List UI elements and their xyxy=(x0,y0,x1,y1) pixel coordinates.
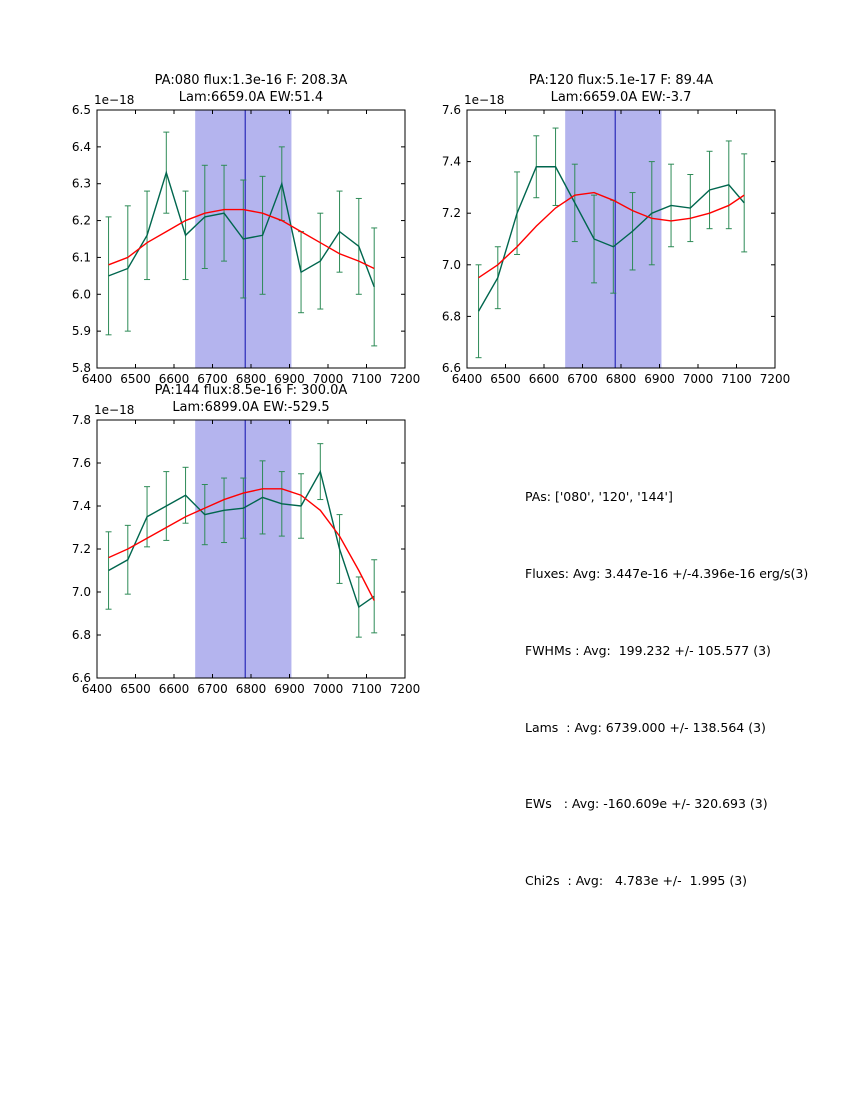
svg-text:6400: 6400 xyxy=(82,682,113,696)
svg-text:6700: 6700 xyxy=(197,372,228,386)
svg-text:6800: 6800 xyxy=(236,682,267,696)
svg-text:6800: 6800 xyxy=(606,372,637,386)
chart-title-line2: Lam:6659.0A EW:-3.7 xyxy=(550,90,692,105)
svg-text:6700: 6700 xyxy=(197,682,228,696)
y-axis-offset-label: 1e−18 xyxy=(464,93,505,107)
spectrum-line xyxy=(477,166,745,312)
axes-svg: 6400 6500 6600 6700 6800 6900 7000 7100 7200 6.6 6… xyxy=(442,103,790,386)
axis-ticks xyxy=(466,109,776,369)
svg-text:7.6: 7.6 xyxy=(72,456,91,470)
fit-line xyxy=(108,488,375,601)
summary-chi2s: Chi2s : Avg: 4.783e +/- 1.995 (3) xyxy=(525,873,748,889)
chart-title-line1: PA:120 flux:5.1e-17 F: 89.4A xyxy=(528,73,714,88)
svg-text:6600: 6600 xyxy=(159,372,190,386)
plot-pa080: 6400 6500 6600 6700 6800 6900 7000 7100 7200 5.8 5… xyxy=(57,103,429,396)
chart-pa120: PA:120 flux:5.1e-17 F: 89.4A Lam:6659.0A… xyxy=(427,70,799,400)
svg-text:7.8: 7.8 xyxy=(72,413,91,427)
y-axis-offset-label: 1e−18 xyxy=(94,403,135,417)
axes-svg: 6400 6500 6600 6700 6800 6900 7000 7100 7200 6.6 6… xyxy=(72,413,420,696)
svg-text:6.6: 6.6 xyxy=(72,671,91,685)
chart-title-line1: PA:080 flux:1.3e-16 F: 208.3A xyxy=(154,73,348,88)
axes-svg: 6400 6500 6600 6700 6800 6900 7000 7100 7200 5.8 5… xyxy=(72,103,420,386)
svg-text:6900: 6900 xyxy=(274,372,305,386)
svg-text:7100: 7100 xyxy=(351,372,382,386)
axis-tick-labels: 6400 6500 6600 6700 6800 6900 7000 7100 7200 6.6 6… xyxy=(442,103,790,386)
axis-tick-labels: 6400 6500 6600 6700 6800 6900 7000 7100 7200 5.8 5… xyxy=(72,103,420,386)
chart-pa080: PA:080 flux:1.3e-16 F: 208.3A Lam:6659.0… xyxy=(57,70,429,400)
svg-text:7.6: 7.6 xyxy=(442,103,461,117)
svg-text:7.4: 7.4 xyxy=(72,499,91,513)
svg-text:6500: 6500 xyxy=(120,682,151,696)
axis-ticks xyxy=(96,419,406,679)
svg-text:6.4: 6.4 xyxy=(72,140,91,154)
svg-text:6.2: 6.2 xyxy=(72,214,91,228)
svg-text:7100: 7100 xyxy=(351,682,382,696)
svg-text:6.0: 6.0 xyxy=(72,287,91,301)
svg-text:6900: 6900 xyxy=(274,682,305,696)
svg-text:7.0: 7.0 xyxy=(442,258,461,272)
fit-line xyxy=(108,208,375,270)
summary-pas: PAs: ['080', '120', '144'] xyxy=(525,489,673,505)
axis-tick-labels: 6400 6500 6600 6700 6800 6900 7000 7100 7200 6.6 6… xyxy=(72,413,420,696)
axis-ticks xyxy=(96,109,406,369)
highlight-band xyxy=(195,420,292,678)
chart-pa144: PA:144 flux:8.5e-16 F: 300.0A Lam:6899.0… xyxy=(57,380,429,710)
svg-text:7200: 7200 xyxy=(760,372,791,386)
spectrum-line xyxy=(108,170,375,288)
svg-text:6400: 6400 xyxy=(452,372,483,386)
summary-panel: PAs: ['080', '120', '144'] Fluxes: Avg: … xyxy=(525,433,808,945)
chart-title-line2: Lam:6899.0A EW:-529.5 xyxy=(172,400,330,415)
summary-fluxes: Fluxes: Avg: 3.447e-16 +/-4.396e-16 erg/… xyxy=(525,565,809,581)
fit-line xyxy=(478,191,745,279)
summary-fwhms: FWHMs : Avg: 199.232 +/- 105.577 (3) xyxy=(525,642,771,658)
svg-text:6700: 6700 xyxy=(567,372,598,386)
spectrum-line xyxy=(108,469,375,609)
svg-text:6.8: 6.8 xyxy=(442,309,461,323)
y-axis-offset-label: 1e−18 xyxy=(94,93,135,107)
svg-text:7.2: 7.2 xyxy=(442,206,461,220)
summary-lams: Lams : Avg: 6739.000 +/- 138.564 (3) xyxy=(525,719,766,735)
svg-text:6600: 6600 xyxy=(529,372,560,386)
chart-title-line2: Lam:6659.0A EW:51.4 xyxy=(178,90,324,105)
svg-text:7000: 7000 xyxy=(683,372,714,386)
chart-title-pa080: PA:080 flux:1.3e-16 F: 208.3A Lam:6659.0… xyxy=(97,72,405,106)
chart-title-pa120: PA:120 flux:5.1e-17 F: 89.4A Lam:6659.0A… xyxy=(467,72,775,106)
svg-text:7200: 7200 xyxy=(390,372,421,386)
svg-text:6.5: 6.5 xyxy=(72,103,91,117)
svg-text:6500: 6500 xyxy=(490,372,521,386)
svg-text:6900: 6900 xyxy=(644,372,675,386)
svg-text:6.1: 6.1 xyxy=(72,250,91,264)
svg-text:7.4: 7.4 xyxy=(442,155,461,169)
svg-text:6400: 6400 xyxy=(82,372,113,386)
svg-text:7.0: 7.0 xyxy=(72,585,91,599)
plot-pa144: 6400 6500 6600 6700 6800 6900 7000 7100 7200 6.6 6… xyxy=(57,413,429,706)
chart-title-line1: PA:144 flux:8.5e-16 F: 300.0A xyxy=(154,383,348,398)
svg-text:5.8: 5.8 xyxy=(72,361,91,375)
svg-text:7100: 7100 xyxy=(721,372,752,386)
svg-text:6.8: 6.8 xyxy=(72,628,91,642)
svg-text:7000: 7000 xyxy=(313,372,344,386)
chart-title-pa144: PA:144 flux:8.5e-16 F: 300.0A Lam:6899.0… xyxy=(97,382,405,416)
svg-text:7.2: 7.2 xyxy=(72,542,91,556)
summary-ews: EWs : Avg: -160.609e +/- 320.693 (3) xyxy=(525,796,768,812)
svg-text:7000: 7000 xyxy=(313,682,344,696)
svg-text:6500: 6500 xyxy=(120,372,151,386)
svg-text:6800: 6800 xyxy=(236,372,267,386)
svg-text:6.6: 6.6 xyxy=(442,361,461,375)
svg-text:6600: 6600 xyxy=(159,682,190,696)
svg-text:6.3: 6.3 xyxy=(72,177,91,191)
plot-pa120: 6400 6500 6600 6700 6800 6900 7000 7100 7200 6.6 6… xyxy=(427,103,799,396)
svg-text:7200: 7200 xyxy=(390,682,421,696)
svg-text:5.9: 5.9 xyxy=(72,324,91,338)
